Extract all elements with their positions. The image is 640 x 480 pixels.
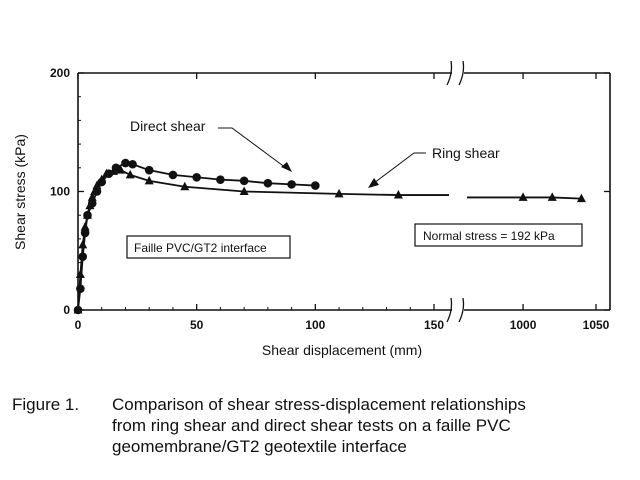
- ring-shear-point: [75, 269, 85, 278]
- ring-shear-label: Ring shear: [432, 145, 500, 161]
- x-tick-label: 1050: [583, 318, 610, 332]
- x-tick-label: 1000: [510, 318, 537, 332]
- y-axis-title: Shear stress (kPa): [12, 134, 28, 250]
- direct-shear-point: [287, 180, 296, 189]
- ring-shear-point: [87, 192, 97, 201]
- direct-shear-point: [263, 178, 273, 188]
- ring-shear-point: [180, 181, 190, 191]
- ring-shear-point: [92, 180, 102, 190]
- axis-break-mark: [458, 297, 465, 323]
- direct-shear-point: [144, 165, 154, 175]
- caption-text: Comparison of shear stress-displacement …: [112, 394, 638, 457]
- ring-shear-point: [82, 210, 92, 219]
- direct-shear-point: [192, 172, 201, 182]
- ring-shear-point: [85, 200, 95, 210]
- ring-shear-point: [125, 169, 135, 179]
- direct-shear-point: [168, 170, 178, 180]
- caption-line: Comparison of shear stress-displacement …: [112, 395, 526, 414]
- direct-shear-point: [78, 252, 88, 261]
- figure-caption: Figure 1. Comparison of shear stress-dis…: [12, 394, 638, 456]
- x-tick-label: 50: [190, 318, 204, 332]
- ring-shear-point: [393, 190, 403, 199]
- ring-shear-point: [518, 192, 528, 201]
- ring-shear-point: [116, 165, 126, 174]
- interface-note: Faille PVC/GT2 interface: [134, 241, 267, 255]
- ring-shear-point: [109, 166, 119, 175]
- direct-shear-point: [121, 158, 130, 168]
- caption-label: Figure 1.: [12, 395, 80, 414]
- x-tick-label: 0: [75, 318, 82, 332]
- ring-shear-point: [547, 192, 557, 201]
- y-tick-label: 100: [50, 185, 70, 199]
- x-tick-label: 100: [305, 318, 325, 332]
- y-tick-label: 0: [63, 303, 70, 317]
- ring-shear-leader: [373, 152, 426, 184]
- ring-shear-point: [334, 188, 344, 198]
- direct-shear-leader: [218, 127, 287, 169]
- axis-break-mark: [458, 60, 465, 86]
- caption-line: from ring shear and direct shear tests o…: [112, 416, 511, 435]
- direct-shear-point: [76, 284, 85, 293]
- ring-shear-point: [239, 186, 249, 195]
- x-tick-label: 150: [424, 318, 444, 332]
- series-line-ring-shear: [467, 196, 582, 200]
- y-tick-label: 200: [50, 66, 70, 80]
- caption-line: geomembrane/GT2 geotextile interface: [112, 437, 407, 456]
- ring-shear-point: [78, 239, 88, 249]
- ring-shear-point: [97, 174, 107, 184]
- tick-marks: 0 100 200 0 50 100 150 1000 1050: [50, 66, 610, 332]
- x-axis-title: Shear displacement (mm): [262, 342, 422, 358]
- axis-break-mark: [446, 297, 453, 323]
- direct-shear-point: [239, 176, 249, 186]
- direct-shear-point: [216, 175, 225, 184]
- ring-shear-point: [144, 175, 154, 185]
- axis-break-mark: [446, 60, 453, 86]
- direct-shear-label: Direct shear: [130, 118, 206, 134]
- ring-shear-point: [576, 193, 586, 203]
- ring-shear-point: [101, 168, 111, 178]
- normal-stress-note: Normal stress = 192 kPa: [423, 229, 555, 243]
- axes-frame: [77, 60, 611, 323]
- direct-shear-arrowhead: [281, 162, 292, 172]
- series-layer: [73, 158, 586, 315]
- ring-shear-point: [90, 186, 100, 195]
- ring-shear-point: [80, 222, 90, 231]
- interface-note-box: [126, 235, 291, 259]
- ring-shear-arrowhead: [368, 178, 379, 188]
- normal-stress-note-box: [414, 223, 583, 247]
- direct-shear-point: [311, 181, 320, 190]
- direct-shear-point: [128, 159, 137, 169]
- shear-stress-chart: 0 100 200 0 50 100 150 1000 1050 Shear stress (k…: [12, 60, 611, 358]
- ring-shear-point: [73, 305, 83, 314]
